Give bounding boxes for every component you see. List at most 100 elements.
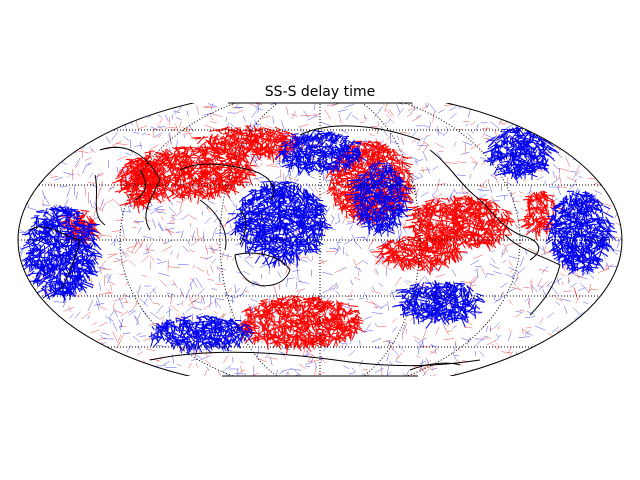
delay-stroke	[204, 384, 210, 393]
delay-stroke	[557, 333, 561, 340]
delay-stroke	[275, 162, 282, 165]
delay-stroke	[571, 92, 574, 103]
delay-stroke	[232, 202, 236, 208]
delay-stroke	[469, 156, 478, 164]
delay-stroke	[36, 381, 38, 385]
delay-stroke	[132, 335, 141, 343]
delay-stroke	[460, 152, 470, 155]
delay-stroke	[591, 97, 599, 100]
delay-stroke	[425, 363, 433, 371]
delay-stroke	[28, 185, 34, 189]
delay-stroke	[535, 381, 536, 387]
delay-stroke	[297, 280, 309, 284]
delay-stroke	[196, 312, 203, 317]
delay-stroke	[83, 384, 86, 388]
delay-stroke	[112, 92, 117, 97]
delay-stroke	[602, 319, 611, 326]
delay-stroke	[189, 283, 192, 290]
delay-stroke	[422, 150, 428, 161]
delay-stroke	[546, 115, 557, 120]
delay-stroke	[546, 108, 552, 114]
delay-stroke	[346, 220, 355, 223]
delay-stroke	[169, 388, 171, 394]
delay-stroke	[270, 166, 280, 168]
delay-stroke	[589, 121, 599, 129]
delay-stroke	[328, 329, 331, 341]
delay-stroke	[99, 260, 107, 270]
delay-stroke	[571, 383, 582, 384]
delay-stroke	[384, 103, 388, 112]
delay-stroke	[429, 97, 438, 102]
delay-stroke	[211, 233, 214, 241]
delay-stroke	[570, 282, 577, 288]
delay-stroke	[172, 114, 174, 120]
delay-stroke	[406, 374, 416, 376]
delay-stroke	[558, 168, 570, 172]
delay-stroke	[44, 162, 55, 168]
delay-stroke	[382, 264, 393, 271]
delay-stroke	[329, 248, 339, 250]
delay-stroke	[53, 103, 61, 105]
delay-stroke	[349, 224, 353, 231]
delay-stroke	[401, 301, 408, 307]
delay-stroke	[440, 197, 448, 200]
delay-stroke	[45, 324, 48, 330]
delay-stroke	[413, 183, 419, 187]
delay-stroke	[82, 163, 88, 174]
delay-stroke	[461, 91, 466, 93]
delay-stroke	[75, 336, 85, 341]
delay-stroke	[574, 178, 577, 183]
delay-stroke	[158, 272, 170, 277]
delay-stroke	[547, 390, 551, 393]
delay-stroke	[279, 371, 284, 375]
delay-stroke	[610, 117, 616, 121]
delay-stroke	[348, 350, 355, 357]
delay-stroke	[114, 374, 121, 376]
delay-stroke	[511, 286, 523, 291]
delay-stroke	[399, 131, 410, 134]
delay-stroke	[580, 282, 589, 292]
delay-stroke	[25, 336, 29, 347]
delay-stroke	[538, 245, 544, 252]
delay-stroke	[55, 381, 62, 388]
delay-stroke	[141, 254, 150, 263]
delay-stroke	[405, 328, 407, 334]
delay-stroke	[609, 172, 613, 179]
delay-stroke	[239, 369, 246, 373]
delay-stroke	[337, 213, 341, 222]
delay-stroke	[327, 295, 332, 300]
delay-stroke	[235, 204, 237, 211]
delay-stroke	[559, 272, 566, 277]
delay-stroke	[63, 172, 75, 176]
delay-stroke	[319, 121, 331, 126]
delay-stroke	[493, 322, 501, 329]
delay-stroke	[116, 166, 119, 175]
delay-stroke	[597, 96, 606, 97]
delay-stroke	[524, 331, 533, 336]
delay-stroke	[582, 323, 590, 331]
delay-stroke	[574, 164, 581, 176]
delay-stroke	[55, 103, 58, 104]
delay-stroke	[114, 311, 118, 318]
delay-stroke	[18, 339, 20, 344]
delay-stroke	[54, 145, 60, 153]
delay-stroke	[243, 290, 249, 293]
delay-stroke	[595, 99, 600, 101]
delay-stroke	[484, 336, 489, 338]
delay-stroke	[388, 360, 393, 366]
delay-stroke	[118, 334, 124, 346]
delay-stroke	[378, 139, 384, 149]
delay-stroke	[137, 346, 141, 351]
delay-stroke	[563, 266, 566, 272]
delay-stroke	[25, 363, 34, 370]
delay-stroke	[172, 213, 177, 219]
delay-stroke	[44, 195, 50, 205]
delay-stroke	[617, 336, 622, 347]
delay-stroke	[514, 364, 523, 368]
delay-stroke	[521, 329, 529, 333]
delay-stroke	[415, 114, 422, 118]
delay-stroke	[414, 160, 419, 166]
delay-stroke	[457, 91, 461, 97]
delay-stroke	[555, 134, 560, 144]
delay-stroke	[107, 273, 112, 284]
